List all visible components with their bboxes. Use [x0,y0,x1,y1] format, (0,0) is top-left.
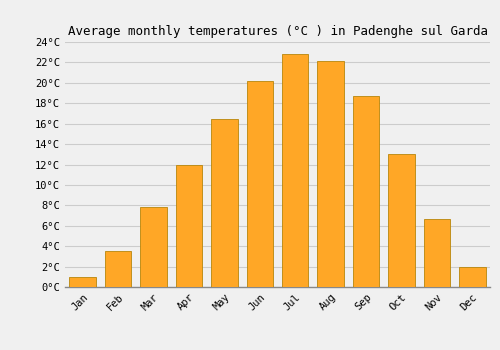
Bar [424,219,450,287]
Bar [176,164,202,287]
Title: Average monthly temperatures (°C ) in Padenghe sul Garda: Average monthly temperatures (°C ) in Pa… [68,25,488,38]
Bar [353,96,380,287]
Bar [318,61,344,287]
Bar [246,81,273,287]
Bar [459,267,485,287]
Bar [105,251,132,287]
Bar [70,277,96,287]
Bar [140,207,167,287]
Bar [211,119,238,287]
Bar [388,154,414,287]
Bar [282,54,308,287]
